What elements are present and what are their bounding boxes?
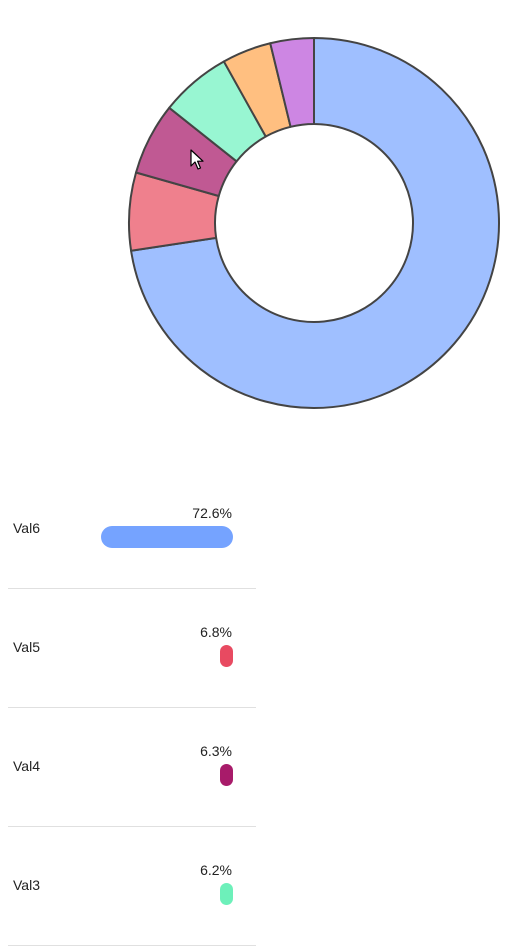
legend-percentage: 72.6%	[192, 505, 232, 521]
donut-slices	[128, 37, 500, 409]
legend-label: Val3	[13, 877, 40, 893]
legend-row-val6[interactable]: Val6 72.6%	[8, 470, 256, 589]
legend-percentage: 6.8%	[200, 624, 232, 640]
legend-row-val3[interactable]: Val3 6.2%	[8, 827, 256, 946]
legend-row-val4[interactable]: Val4 6.3%	[8, 708, 256, 827]
legend-label: Val5	[13, 639, 40, 655]
donut-chart	[128, 37, 500, 409]
legend-row-val5[interactable]: Val5 6.8%	[8, 589, 256, 708]
legend-value-bar	[101, 526, 233, 548]
legend-label: Val6	[13, 520, 40, 536]
legend-value-bar	[220, 764, 233, 786]
legend-percentage: 6.2%	[200, 862, 232, 878]
legend-value-bar	[220, 883, 233, 905]
donut-slice-val1[interactable]	[269, 37, 315, 128]
legend-value-bar	[220, 645, 233, 667]
legend-list: Val6 72.6% Val5 6.8% Val4 6.3% Val3 6.2%	[8, 470, 256, 946]
legend-percentage: 6.3%	[200, 743, 232, 759]
donut-slice-val6[interactable]	[130, 37, 500, 409]
legend-label: Val4	[13, 758, 40, 774]
